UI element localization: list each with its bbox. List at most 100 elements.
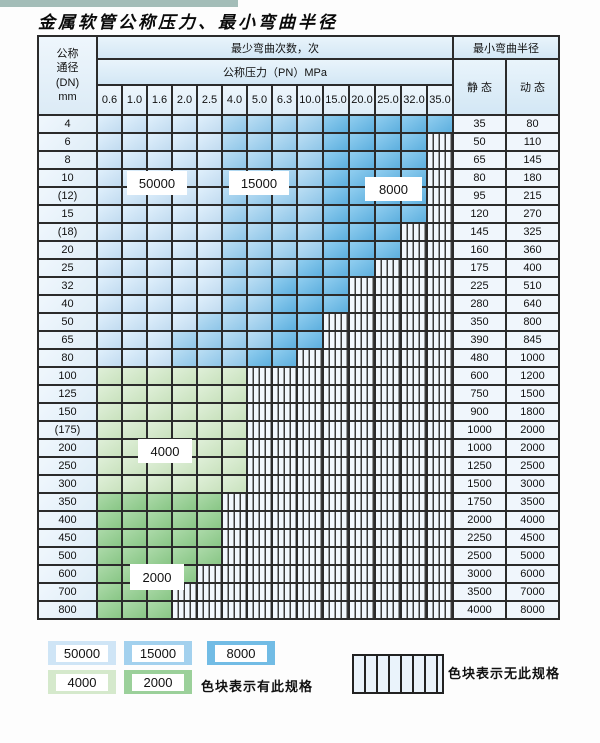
dynamic-radius-value: 845	[505, 330, 560, 350]
table-row: 32 225 510	[37, 276, 560, 296]
dynamic-radius-value: 2500	[505, 456, 560, 476]
pressure-tick: 35.0	[426, 84, 454, 116]
spec-cell-4000	[146, 474, 173, 494]
spec-cell-none	[374, 420, 402, 440]
spec-cell-50000	[146, 348, 173, 368]
spec-cell-none	[374, 330, 402, 350]
spec-cell-none	[296, 348, 324, 368]
table-row: 150 900 1800	[37, 402, 560, 422]
spec-cell-none	[426, 330, 454, 350]
spec-cell-none	[426, 132, 454, 152]
spec-cell-8000	[426, 114, 454, 134]
spec-cell-none	[322, 600, 350, 620]
spec-cell-50000	[196, 168, 223, 188]
spec-cell-none	[426, 366, 454, 386]
spec-cell-none	[400, 348, 428, 368]
spec-cell-none	[322, 402, 350, 422]
spec-cell-50000	[121, 222, 148, 242]
spec-cell-15000	[296, 168, 324, 188]
spec-cell-8000	[322, 222, 350, 242]
spec-cell-none	[221, 492, 248, 512]
spec-cell-8000	[348, 204, 376, 224]
spec-cell-2000	[96, 528, 123, 548]
spec-cell-none	[374, 564, 402, 584]
dynamic-radius-value: 1800	[505, 402, 560, 422]
spec-cell-2000	[196, 546, 223, 566]
spec-cell-none	[296, 438, 324, 458]
top-accent-strip	[0, 0, 238, 7]
spec-cell-none	[374, 276, 402, 296]
static-radius-value: 3000	[452, 564, 507, 584]
spec-cell-2000	[171, 510, 198, 530]
spec-cell-none	[322, 348, 350, 368]
legend-swatch-label: 4000	[56, 673, 108, 691]
dynamic-radius-value: 2000	[505, 438, 560, 458]
spec-cell-none	[400, 240, 428, 260]
spec-cell-4000	[221, 384, 248, 404]
spec-cell-none	[271, 564, 298, 584]
region-label-50000: 50000	[128, 172, 186, 194]
spec-cell-15000	[221, 222, 248, 242]
table-row: 250 1250 2500	[37, 456, 560, 476]
spec-cell-none	[374, 258, 402, 278]
spec-cell-8000	[296, 276, 324, 296]
spec-cell-none	[296, 600, 324, 620]
dynamic-radius-value: 510	[505, 276, 560, 296]
spec-cell-none	[196, 600, 223, 620]
spec-cell-50000	[196, 240, 223, 260]
spec-cell-15000	[271, 240, 298, 260]
spec-cell-2000	[196, 528, 223, 548]
table-row: 350 1750 3500	[37, 492, 560, 512]
spec-cell-none	[322, 456, 350, 476]
spec-cell-4000	[146, 420, 173, 440]
spec-cell-50000	[96, 312, 123, 332]
spec-cell-none	[271, 582, 298, 602]
spec-cell-50000	[171, 132, 198, 152]
spec-cell-none	[426, 204, 454, 224]
static-radius-value: 2500	[452, 546, 507, 566]
pressure-tick: 2.0	[171, 84, 198, 116]
spec-cell-50000	[171, 258, 198, 278]
spec-cell-50000	[121, 294, 148, 314]
spec-cell-8000	[322, 240, 350, 260]
dynamic-radius-value: 800	[505, 312, 560, 332]
spec-cell-none	[271, 456, 298, 476]
spec-cell-8000	[400, 204, 428, 224]
spec-cell-none	[426, 564, 454, 584]
legend-swatch-15000: 15000	[124, 641, 192, 665]
dn-value: 100	[37, 366, 98, 386]
static-radius-value: 1500	[452, 474, 507, 494]
spec-cell-none	[400, 474, 428, 494]
spec-cell-50000	[146, 222, 173, 242]
dynamic-radius-value: 400	[505, 258, 560, 278]
header-static: 静 态	[452, 58, 507, 116]
spec-table: 公称 通径 (DN) mm 最少弯曲次数，次 最小弯曲半径 公称压力（PN）MPa 静…	[37, 35, 560, 620]
dn-value: 65	[37, 330, 98, 350]
pressure-tick: 20.0	[348, 84, 376, 116]
spec-cell-none	[426, 546, 454, 566]
dynamic-radius-value: 5000	[505, 546, 560, 566]
spec-cell-2000	[171, 546, 198, 566]
spec-cell-none	[400, 438, 428, 458]
spec-cell-none	[246, 420, 273, 440]
spec-cell-15000	[296, 150, 324, 170]
table-row: 125 750 1500	[37, 384, 560, 404]
static-radius-value: 50	[452, 132, 507, 152]
spec-cell-15000	[221, 348, 248, 368]
static-radius-value: 4000	[452, 600, 507, 620]
spec-cell-2000	[171, 492, 198, 512]
spec-cell-15000	[221, 150, 248, 170]
spec-cell-50000	[146, 204, 173, 224]
spec-cell-15000	[221, 132, 248, 152]
spec-cell-8000	[374, 150, 402, 170]
table-row: 600 3000 6000	[37, 564, 560, 584]
spec-cell-50000	[96, 294, 123, 314]
spec-cell-none	[271, 438, 298, 458]
spec-cell-4000	[221, 402, 248, 422]
spec-cell-50000	[196, 294, 223, 314]
spec-cell-2000	[96, 564, 123, 584]
spec-cell-15000	[271, 132, 298, 152]
spec-cell-4000	[196, 420, 223, 440]
dn-value: 10	[37, 168, 98, 188]
dn-value: 150	[37, 402, 98, 422]
